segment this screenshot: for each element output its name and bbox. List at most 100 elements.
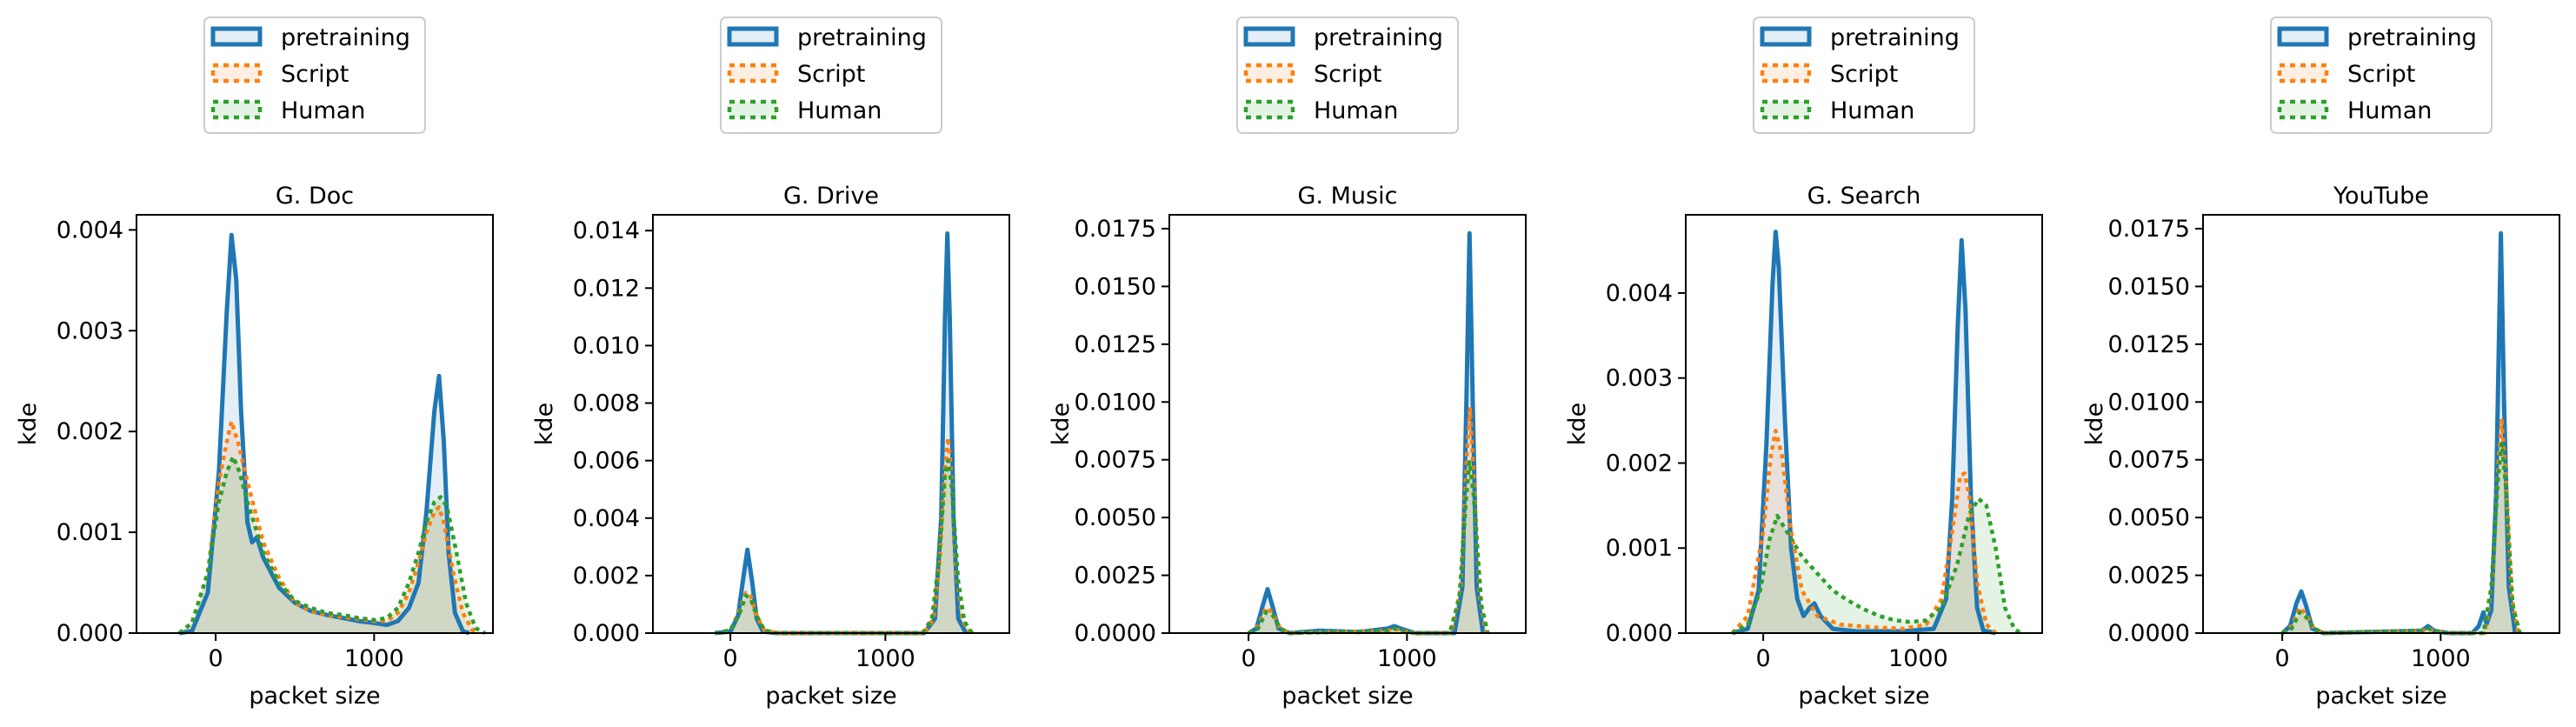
legend-swatch-pretraining	[1243, 26, 1295, 47]
y-tick-label: 0.000	[573, 620, 640, 647]
legend-label: Human	[281, 97, 365, 124]
legend-swatch-human	[1760, 99, 1812, 120]
x-axis-label: packet size	[2315, 683, 2446, 710]
chart-panel: G. Music 0 1000 0.0000 0.0025 0.0050 0.0075 0.0…	[1048, 17, 1527, 710]
y-tick-label: 0.0125	[2108, 331, 2190, 358]
y-tick-label: 0.002	[1606, 450, 1673, 477]
y-tick-label: 0.001	[1606, 535, 1673, 562]
legend-label: Human	[2347, 97, 2432, 124]
y-tick-label: 0.0050	[2108, 504, 2190, 531]
legend: pretraining Script Human	[1753, 17, 1975, 134]
kde-line-human	[177, 454, 486, 635]
y-tick-label: 0.0000	[2108, 620, 2190, 647]
chart-panel: YouTube 0 1000 0.0000 0.0025 0.0050 0.0075 0.01…	[2081, 17, 2560, 710]
legend: pretraining Script Human	[203, 17, 426, 134]
legend-label: Human	[1314, 97, 1398, 124]
y-axis-label: kde	[1048, 403, 1075, 445]
legend-label: Human	[797, 97, 882, 124]
legend-label: pretraining	[1314, 24, 1443, 51]
kde-area-human	[1248, 462, 1488, 633]
kde-line-script	[2280, 418, 2520, 636]
y-tick-label: 0.0075	[2108, 447, 2190, 474]
y-tick-label: 0.0175	[2108, 216, 2190, 243]
legend-swatch-script	[210, 63, 263, 83]
y-tick-label: 0.0150	[2108, 273, 2190, 300]
legend-label: pretraining	[1830, 24, 1960, 51]
legend-label: pretraining	[281, 24, 410, 51]
y-tick-label: 0.008	[573, 390, 640, 417]
y-tick-label: 0.0125	[1075, 331, 1156, 358]
y-tick-label: 0.004	[573, 505, 640, 532]
y-tick-label: 0.0000	[1075, 620, 1156, 647]
y-tick-label: 0.0175	[1075, 216, 1156, 243]
x-tick-label: 1000	[1888, 645, 1948, 672]
y-tick-label: 0.000	[57, 620, 123, 647]
kde-line-pretraining	[1731, 230, 1997, 636]
y-tick-label: 0.004	[1606, 280, 1673, 307]
kde-line-script	[1730, 429, 1998, 635]
x-axis-label: packet size	[1281, 683, 1413, 710]
chart-title: G. Drive	[783, 183, 879, 210]
legend-label: Script	[1314, 61, 1381, 88]
kde-area-script	[2282, 420, 2519, 633]
x-axis-label: packet size	[1798, 683, 1929, 710]
x-tick-label: 0	[209, 645, 223, 672]
kde-line-human	[1248, 460, 1490, 636]
x-axis-label: packet size	[765, 683, 896, 710]
y-axis-label: kde	[2081, 403, 2108, 445]
y-tick-label: 0.000	[1606, 620, 1673, 647]
kde-area-pretraining	[2282, 233, 2515, 633]
x-tick-label: 0	[1241, 645, 1256, 672]
legend-label: Script	[797, 61, 865, 88]
axes-frame	[1685, 214, 2043, 634]
y-tick-label: 0.004	[57, 217, 123, 243]
axes-frame	[136, 214, 494, 634]
legend: pretraining Script Human	[2270, 17, 2493, 134]
y-tick-label: 0.0050	[1075, 504, 1156, 531]
kde-area-human	[1732, 498, 2020, 633]
y-tick-label: 0.003	[57, 317, 123, 344]
kde-line-pretraining	[2280, 230, 2518, 636]
axes-frame	[652, 214, 1010, 634]
y-tick-label: 0.0025	[1075, 563, 1156, 590]
kde-area-human	[2282, 444, 2520, 633]
legend: pretraining Script Human	[1236, 17, 1459, 134]
y-axis-label: kde	[1564, 403, 1591, 445]
chart-title: YouTube	[2333, 183, 2429, 210]
kde-area-script	[1732, 430, 1996, 633]
legend-label: Script	[281, 61, 349, 88]
kde-area-pretraining	[1248, 233, 1483, 633]
legend-swatch-human	[2277, 99, 2329, 120]
axes-frame	[2202, 214, 2560, 634]
y-tick-label: 0.0100	[1075, 389, 1156, 416]
kde-line-pretraining	[1247, 230, 1486, 636]
legend-swatch-human	[1243, 99, 1295, 120]
kde-line-pretraining	[715, 231, 968, 636]
legend-swatch-script	[1243, 63, 1295, 83]
chart-title: G. Search	[1807, 183, 1921, 210]
y-tick-label: 0.0025	[2108, 563, 2190, 590]
y-tick-label: 0.012	[573, 275, 640, 302]
axes-frame	[1168, 214, 1527, 634]
chart-title: G. Music	[1298, 183, 1398, 210]
x-tick-label: 0	[1756, 645, 1771, 672]
y-tick-label: 0.010	[573, 332, 640, 359]
x-axis-label: packet size	[249, 683, 380, 710]
y-tick-label: 0.006	[573, 448, 640, 475]
y-tick-label: 0.0075	[1075, 447, 1156, 474]
legend-swatch-pretraining	[2277, 26, 2329, 47]
kde-line-human	[2281, 441, 2522, 636]
kde-area-script	[1248, 409, 1487, 633]
legend-swatch-human	[210, 99, 263, 120]
kde-line-pretraining	[178, 232, 470, 636]
kde-line-script	[1247, 406, 1488, 636]
legend-swatch-script	[1760, 63, 1812, 83]
x-tick-label: 0	[723, 645, 738, 672]
chart-panel: G. Search 0 1000 0.000 0.001 0.002 0.003 0.004 p…	[1564, 17, 2043, 710]
legend-swatch-pretraining	[1760, 26, 1812, 47]
legend: pretraining Script Human	[720, 17, 942, 134]
legend-label: Script	[2347, 61, 2415, 88]
x-tick-label: 0	[2275, 645, 2290, 672]
chart-panel: G. Drive 0 1000 0.000 0.002 0.004 0.006 0.008 0.…	[531, 17, 1010, 710]
